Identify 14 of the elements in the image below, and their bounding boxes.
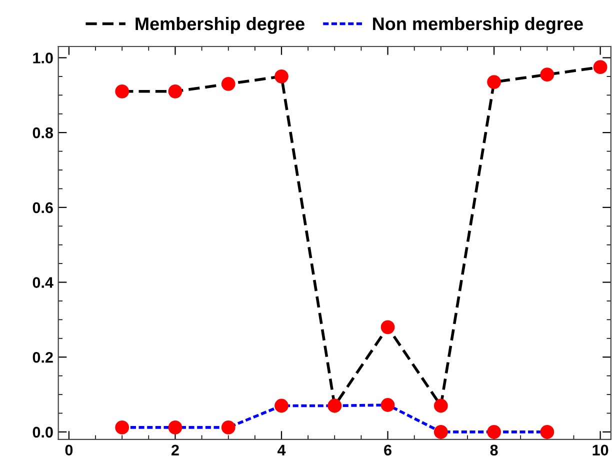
legend-label: Non membership degree: [373, 16, 583, 34]
x-tick-label: 2: [172, 444, 179, 456]
y-tick-label: 1.0: [33, 52, 53, 64]
y-tick-label: 0.4: [32, 277, 54, 288]
x-tick-label: 4: [277, 444, 286, 456]
y-tick-label: 0.2: [32, 352, 53, 363]
x-tick-label: 8: [490, 444, 498, 456]
x-tick-label: 10: [592, 444, 608, 456]
legend-label: Membership degree: [136, 16, 304, 34]
y-tick-label: 0.8: [32, 127, 53, 138]
x-tick-label: 6: [384, 444, 392, 456]
y-tick-label: 0.6: [32, 202, 53, 214]
x-tick-label: 0: [65, 444, 73, 456]
y-tick-label: 0.0: [32, 426, 53, 438]
